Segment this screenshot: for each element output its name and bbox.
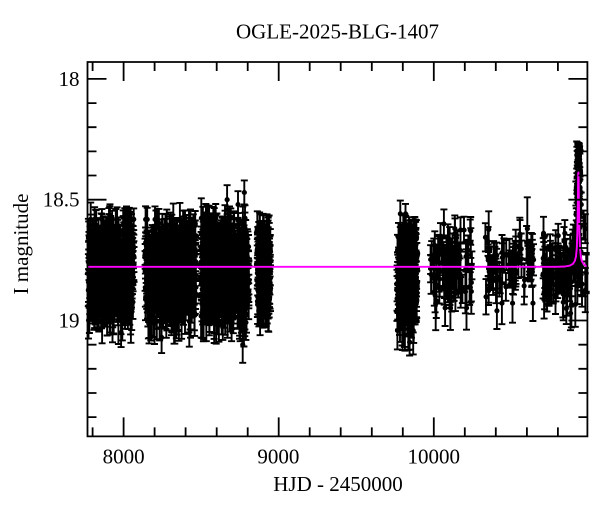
svg-text:8000: 8000 — [103, 445, 145, 469]
svg-text:19: 19 — [59, 309, 80, 333]
svg-text:I magnitude: I magnitude — [9, 194, 33, 295]
svg-text:10000: 10000 — [407, 445, 460, 469]
svg-text:18: 18 — [59, 67, 80, 91]
svg-text:HJD - 2450000: HJD - 2450000 — [273, 472, 403, 496]
svg-text:18.5: 18.5 — [43, 188, 80, 212]
svg-text:9000: 9000 — [257, 445, 299, 469]
svg-text:OGLE-2025-BLG-1407: OGLE-2025-BLG-1407 — [236, 20, 439, 44]
